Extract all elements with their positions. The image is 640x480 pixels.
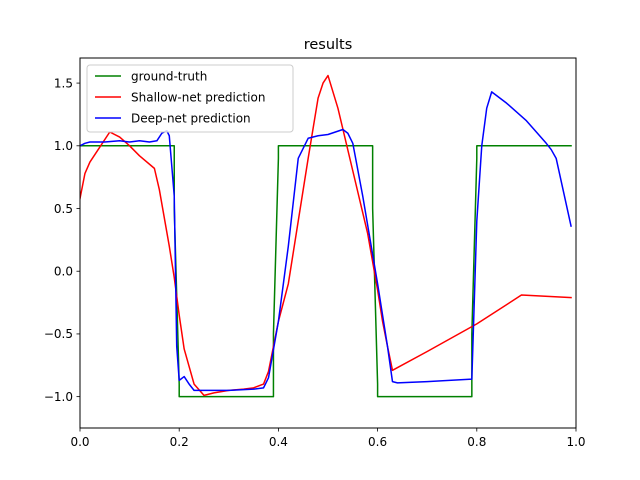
y-axis: −1.0 −0.5 0.0 0.5 1.0 1.5 <box>44 76 80 404</box>
y-tick-label: 1.0 <box>54 139 73 153</box>
legend-label: Deep-net prediction <box>131 111 251 125</box>
y-tick-label: −1.0 <box>44 390 73 404</box>
y-tick-label: 1.5 <box>54 76 73 90</box>
x-tick-label: 0.4 <box>269 435 288 449</box>
chart-title: results <box>304 37 353 53</box>
y-tick-label: 0.0 <box>54 265 73 279</box>
x-tick-label: 0.2 <box>170 435 189 449</box>
x-tick-label: 0.8 <box>467 435 486 449</box>
x-tick-label: 0.0 <box>70 435 89 449</box>
legend-label: ground-truth <box>131 69 207 83</box>
series-line-3 <box>80 91 572 392</box>
legend: ground-truth Shallow-net prediction Deep-n… <box>86 64 294 133</box>
plot-frame <box>79 57 577 429</box>
x-tick-label: 1.0 <box>566 435 585 449</box>
series-layer <box>80 74 572 398</box>
y-tick-label: −0.5 <box>44 327 73 341</box>
x-axis: 0.0 0.2 0.4 0.6 0.8 1.0 <box>70 428 586 449</box>
x-tick-label: 0.6 <box>368 435 387 449</box>
series-line-2 <box>80 74 572 397</box>
series-line-1 <box>80 145 572 398</box>
y-tick-label: 0.5 <box>54 202 73 216</box>
legend-box <box>86 64 294 133</box>
legend-label: Shallow-net prediction <box>131 90 265 104</box>
